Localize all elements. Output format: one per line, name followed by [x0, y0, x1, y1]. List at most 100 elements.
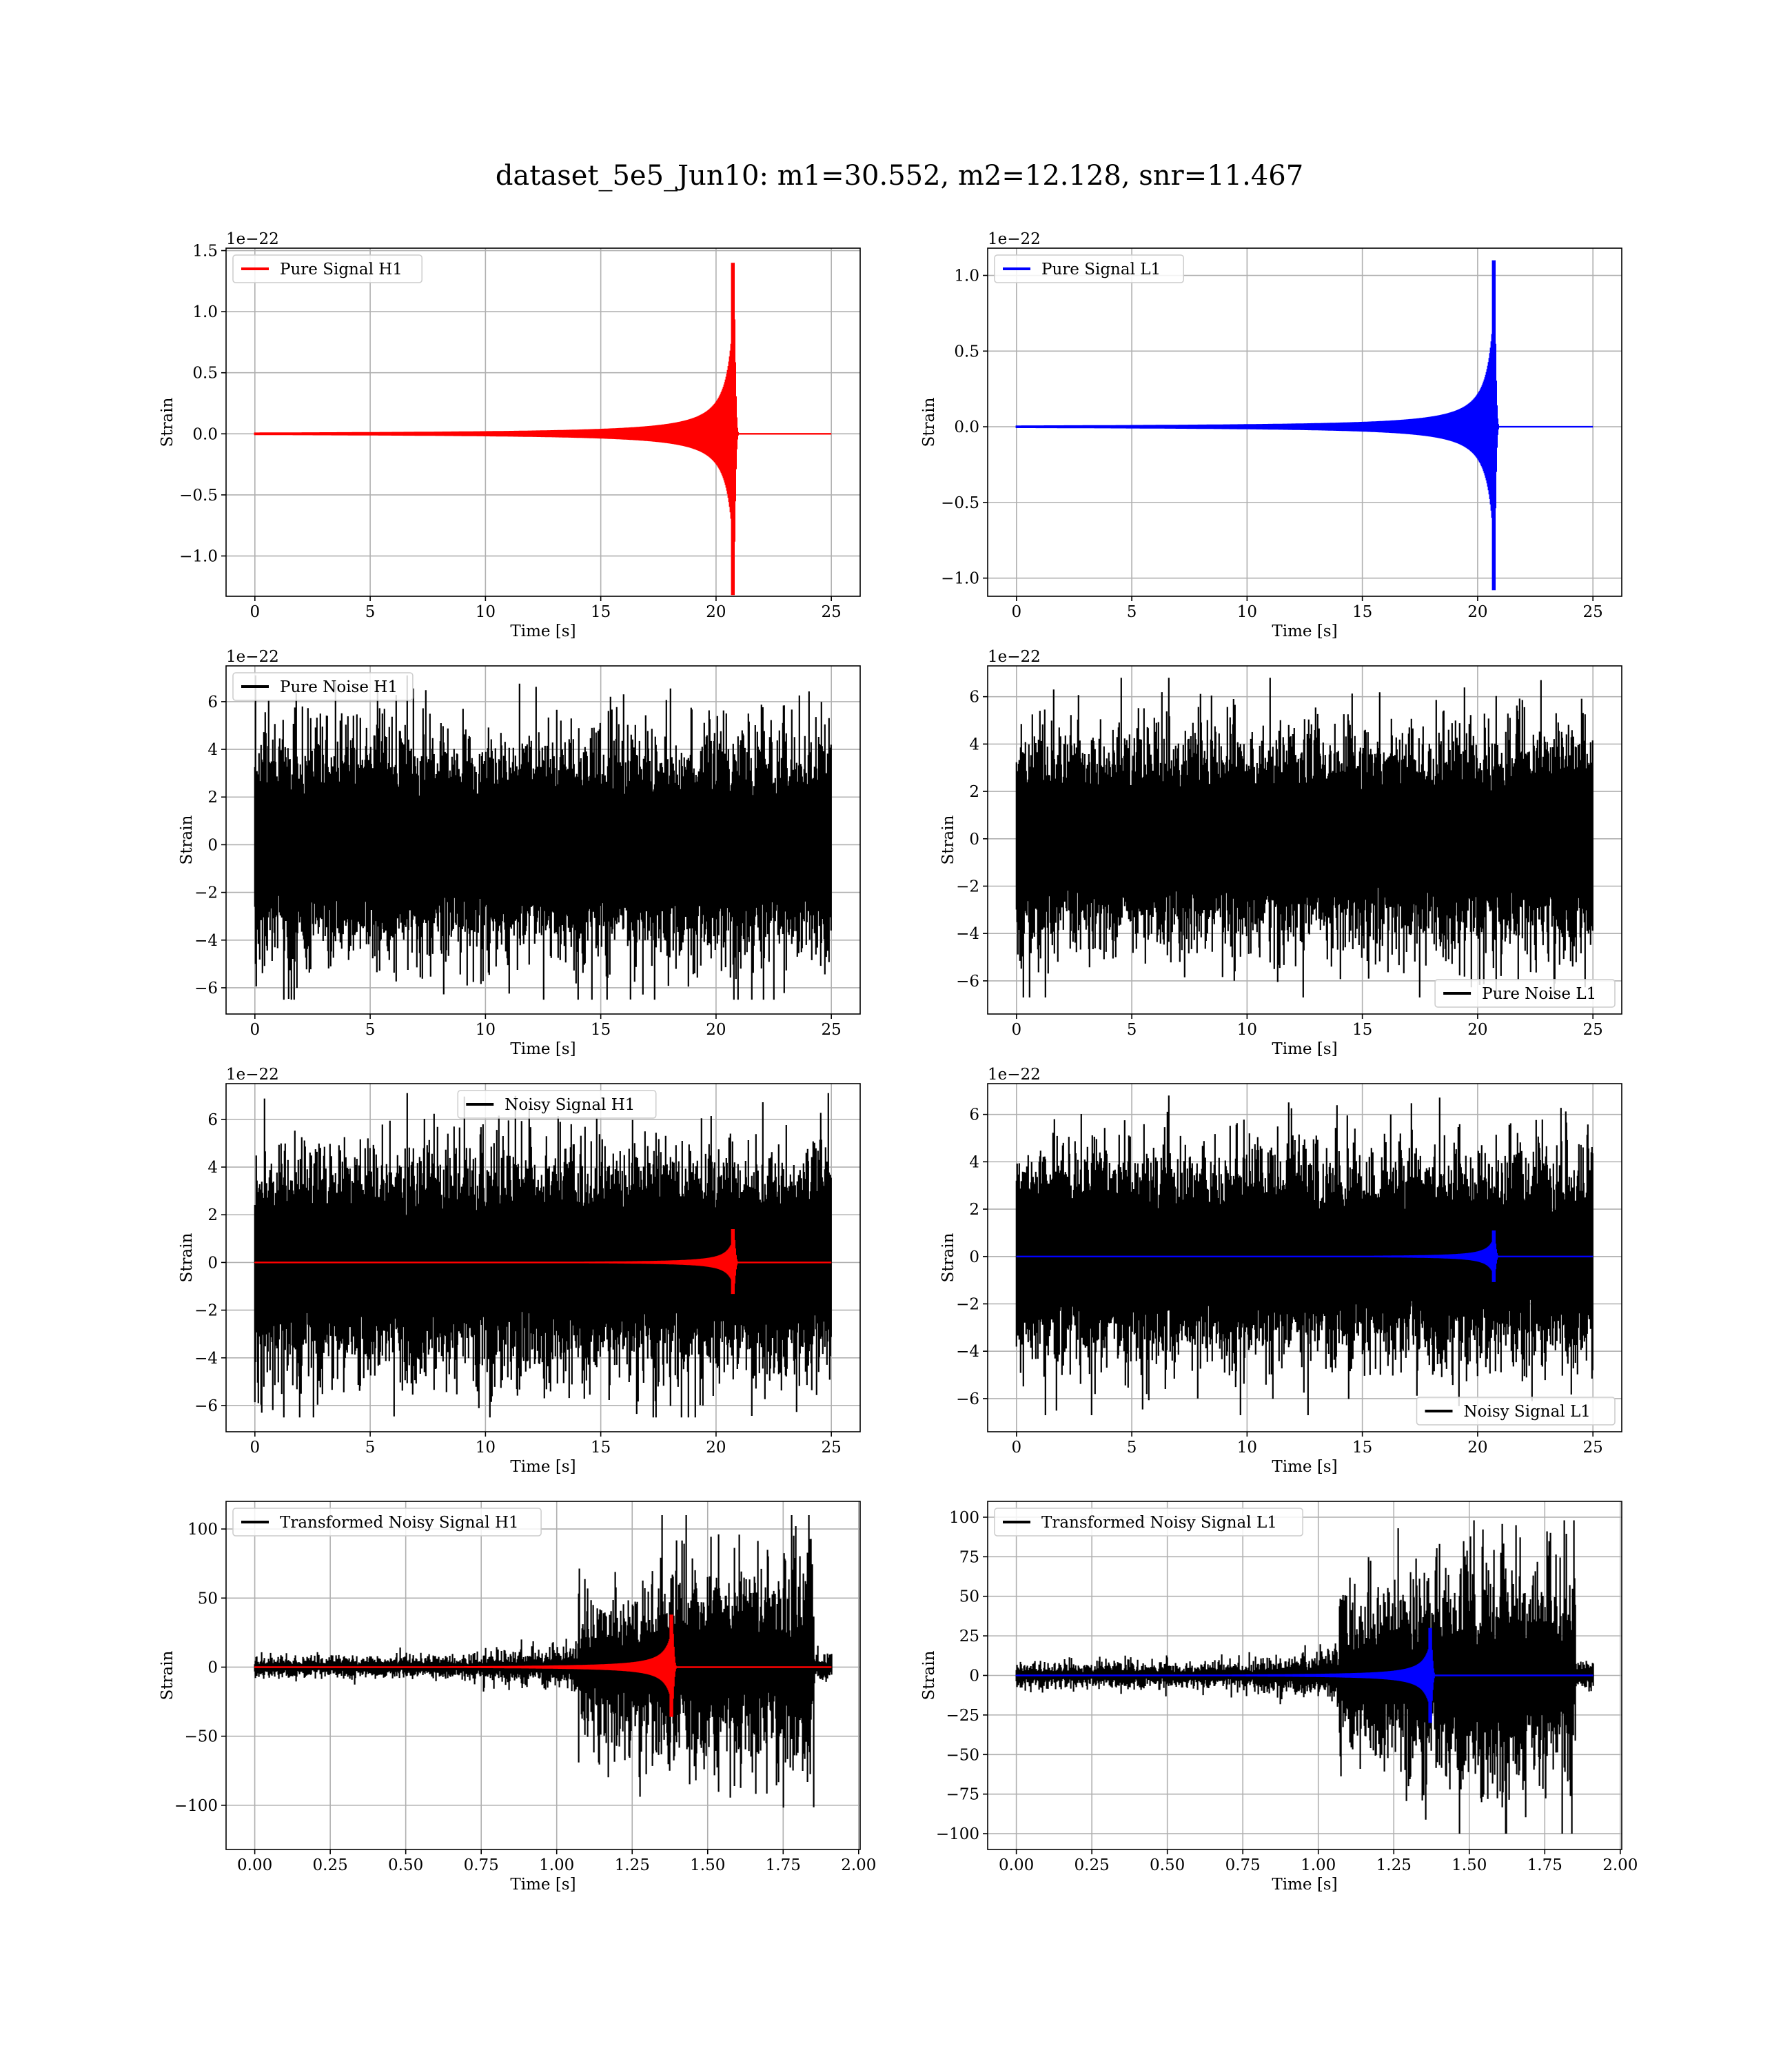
x-tick-label: 1.75 — [1527, 1856, 1562, 1874]
legend: Pure Noise L1 — [1434, 979, 1616, 1008]
y-tick-label: 100 — [949, 1509, 979, 1527]
series-pure-noise-h1 — [254, 675, 832, 1000]
axes-frame — [987, 665, 1622, 1015]
x-tick-label: 0.75 — [1225, 1856, 1261, 1874]
axes-frame — [225, 1083, 861, 1432]
legend-label: Transformed Noisy Signal H1 — [280, 1514, 519, 1532]
offset-text: 1e−22 — [988, 230, 1041, 248]
series-injected-signal — [1015, 1230, 1594, 1282]
x-tick-label: 1.25 — [1376, 1856, 1412, 1874]
y-tick-label: 0.5 — [192, 365, 218, 383]
x-tick-label: 25 — [1583, 1021, 1603, 1039]
x-tick-label: 5 — [365, 1439, 376, 1457]
ticks: 0 5 10 15 20 25 −6 −4 −2 0 2 4 6 — [956, 689, 1603, 1039]
axes-frame — [987, 1083, 1622, 1432]
y-tick-label: 0 — [969, 1667, 979, 1685]
plot-area — [254, 1093, 832, 1418]
x-tick-label: 0.25 — [313, 1856, 348, 1874]
x-tick-label: 0 — [250, 1021, 260, 1039]
ticks: 0 5 10 15 20 25 −6 −4 −2 0 2 4 6 — [194, 1111, 842, 1457]
series-pure-signal-l1 — [1015, 260, 1594, 591]
x-tick-label: 0.50 — [388, 1856, 423, 1874]
y-tick-label: −25 — [946, 1707, 979, 1725]
legend-box — [232, 254, 422, 283]
legend-box — [994, 1508, 1303, 1537]
legend-box — [1416, 1397, 1616, 1426]
x-tick-label: 0.50 — [1150, 1856, 1185, 1874]
y-tick-label: 6 — [207, 1111, 218, 1129]
ticks: 0 5 10 15 20 25 −1.0 −0.5 0.0 0.5 1.0 — [941, 267, 1603, 621]
offset-text: 1e−22 — [226, 1066, 279, 1084]
x-tick-label: 15 — [1352, 1021, 1372, 1039]
legend-box — [457, 1090, 657, 1119]
x-tick-label: 20 — [706, 1021, 726, 1039]
y-tick-label: 6 — [969, 1106, 979, 1124]
y-tick-label: −2 — [956, 878, 979, 895]
y-tick-label: 4 — [969, 1153, 979, 1171]
subplot-transformed-noisy-signal-l1: 0.00 0.25 0.50 0.75 1.00 1.25 1.50 1.75 2.00 −100… — [920, 1501, 1638, 1894]
y-tick-label: −6 — [956, 973, 979, 991]
y-tick-label: 75 — [959, 1548, 979, 1566]
offset-text: 1e−22 — [226, 230, 279, 248]
x-tick-label: 25 — [822, 1021, 842, 1039]
x-tick-label: 20 — [1467, 1439, 1487, 1457]
legend-box — [1434, 979, 1616, 1008]
y-tick-label: 0.5 — [954, 343, 979, 361]
x-tick-label: 0 — [250, 1439, 260, 1457]
x-tick-label: 10 — [1237, 1439, 1257, 1457]
x-tick-label: 1.75 — [766, 1856, 801, 1874]
y-tick-label: 6 — [207, 693, 218, 711]
subplot-pure-noise-h1: 0 5 10 15 20 25 −6 −4 −2 0 2 4 6 Time [s] Strain 1e−22P… — [178, 648, 861, 1058]
legend-label: Pure Signal L1 — [1041, 261, 1161, 278]
ticks: 0.00 0.25 0.50 0.75 1.00 1.25 1.50 1.75 2.00 −100… — [174, 1521, 877, 1874]
legend-label: Noisy Signal H1 — [505, 1096, 635, 1114]
legend-label: Pure Noise H1 — [280, 678, 398, 696]
legend-box — [232, 672, 414, 701]
y-tick-label: −75 — [946, 1786, 979, 1804]
y-tick-label: −1.0 — [941, 570, 979, 588]
y-axis-label: Strain — [920, 397, 938, 447]
x-tick-label: 25 — [1583, 1439, 1603, 1457]
offset-text: 1e−22 — [988, 1066, 1041, 1084]
axes-frame — [225, 247, 861, 597]
x-axis-label: Time [s] — [1272, 622, 1337, 640]
figure-title: dataset_5e5_Jun10: m1=30.552, m2=12.128,… — [496, 160, 1303, 192]
y-tick-label: −100 — [936, 1825, 979, 1843]
y-axis-label: Strain — [159, 1650, 176, 1700]
x-tick-label: 1.00 — [539, 1856, 574, 1874]
subplot-noisy-signal-h1: 0 5 10 15 20 25 −6 −4 −2 0 2 4 6 Time [s] Strain 1e−22 N… — [178, 1066, 861, 1476]
y-tick-label: 0.0 — [192, 425, 218, 443]
x-tick-label: 0 — [1011, 1021, 1021, 1039]
y-tick-label: 2 — [207, 1206, 218, 1224]
x-axis-label: Time [s] — [1272, 1458, 1337, 1476]
y-tick-label: −6 — [194, 980, 218, 997]
x-tick-label: 5 — [1127, 603, 1137, 621]
y-axis-label: Strain — [178, 1233, 196, 1282]
y-tick-label: −4 — [194, 1350, 218, 1368]
y-tick-label: −100 — [174, 1797, 218, 1815]
y-axis-label: Strain — [939, 1233, 957, 1282]
x-tick-label: 2.00 — [1602, 1856, 1638, 1874]
x-tick-label: 1.25 — [615, 1856, 650, 1874]
y-axis-label: Strain — [159, 397, 176, 447]
y-axis-label: Strain — [920, 1650, 938, 1700]
x-tick-label: 2.00 — [841, 1856, 876, 1874]
y-tick-label: 1.5 — [192, 243, 218, 261]
x-tick-label: 0.25 — [1075, 1856, 1110, 1874]
x-tick-label: 5 — [1127, 1021, 1137, 1039]
ticks: 0 5 10 15 20 25 −6 −4 −2 0 2 4 6 — [956, 1106, 1603, 1457]
subplot-pure-signal-h1: 0 5 10 15 20 25 −1.0 −0.5 0.0 0.5 1.0 1.5 Time [s] St… — [159, 230, 861, 640]
plot-area — [254, 263, 832, 596]
ticks: 0.00 0.25 0.50 0.75 1.00 1.25 1.50 1.75 2.00 −100… — [936, 1509, 1638, 1874]
y-tick-label: −2 — [956, 1295, 979, 1313]
y-tick-label: −0.5 — [179, 487, 218, 505]
subplot-pure-noise-l1: 0 5 10 15 20 25 −6 −4 −2 0 2 4 6 Time [s] Strain 1e−22 P… — [939, 648, 1622, 1058]
y-tick-label: −0.5 — [941, 494, 979, 512]
series-pure-signal-h1 — [254, 263, 832, 596]
y-tick-label: 2 — [207, 789, 218, 807]
x-tick-label: 10 — [1237, 1021, 1257, 1039]
y-tick-label: 2 — [969, 1201, 979, 1219]
y-tick-label: −6 — [194, 1397, 218, 1415]
x-axis-label: Time [s] — [510, 1458, 576, 1476]
